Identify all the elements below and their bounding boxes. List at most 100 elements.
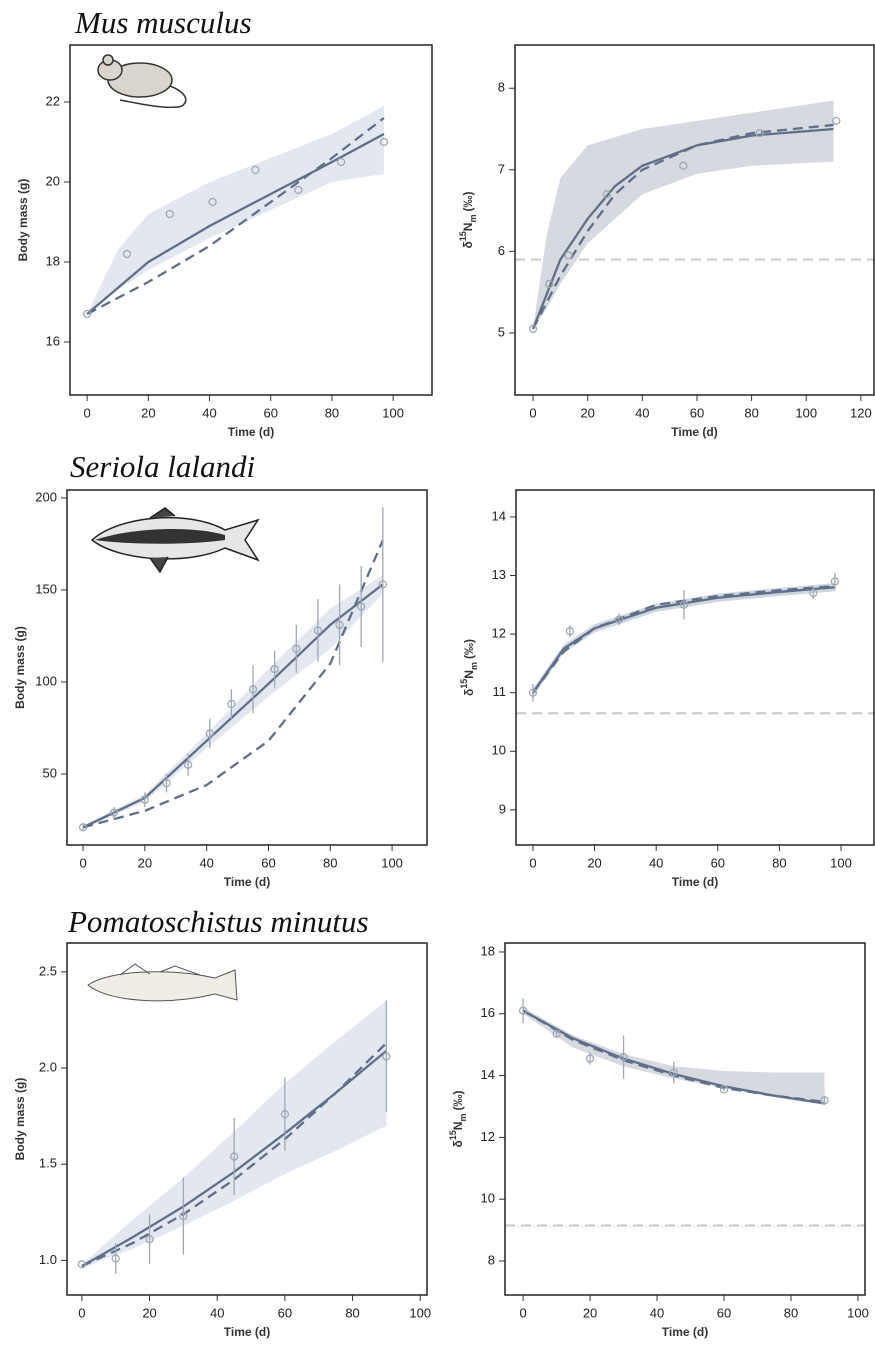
- x-tick-label: 20: [138, 855, 152, 870]
- plot-area: [505, 998, 865, 1227]
- data-point: [336, 157, 346, 167]
- panel: Pomatoschistus minutus 0 20 40 60 80 100 1.0 1.5…: [13, 904, 431, 1339]
- data-point: [679, 600, 689, 609]
- confidence-band: [523, 1007, 825, 1105]
- x-axis-label: Time (d): [672, 875, 718, 889]
- dashed-line: [81, 1042, 388, 1268]
- panel: Seriola lalandi 0 20 40 60 80 100 50 100 150 200 Ti…: [13, 449, 428, 889]
- plot-area: [82, 106, 389, 319]
- data-point: [518, 1006, 528, 1015]
- x-tick-label: 0: [529, 405, 536, 420]
- data-point: [179, 1211, 188, 1221]
- y-tick-label: 18: [46, 253, 60, 268]
- data-point: [162, 779, 171, 788]
- y-tick-label: 5: [498, 324, 505, 339]
- data-point: [564, 251, 573, 260]
- y-tick-label: 200: [35, 489, 57, 504]
- data-point: [208, 197, 217, 207]
- data-point: [832, 116, 841, 126]
- y-axis-label-part: δ: [462, 689, 476, 696]
- data-point: [619, 1052, 628, 1062]
- data-point: [585, 1054, 595, 1063]
- x-tick-label: 60: [690, 405, 704, 420]
- data-point: [109, 808, 119, 817]
- x-tick-label: 100: [795, 405, 817, 420]
- panel: 0 20 40 60 80 100 120 5 6 7 8 Time (d) δ15Nm (‰): [458, 44, 875, 439]
- data-point: [270, 664, 279, 674]
- y-tick-label: 2.0: [39, 1059, 57, 1074]
- x-tick-label: 20: [142, 1305, 156, 1320]
- x-tick-label: 20: [580, 405, 594, 420]
- dashed-line: [86, 117, 385, 316]
- y-axis-label: Body mass (g): [16, 179, 30, 262]
- x-tick-label: 60: [278, 1305, 292, 1320]
- x-axis-label: Time (d): [671, 425, 717, 439]
- x-tick-label: 80: [772, 855, 786, 870]
- data-point: [82, 309, 92, 319]
- data-point: [528, 324, 538, 334]
- data-point: [528, 688, 538, 697]
- y-tick-label: 18: [481, 943, 495, 958]
- y-axis-label-part: 15: [458, 231, 468, 241]
- y-axis-label-part: (‰): [461, 192, 475, 212]
- confidence-band: [83, 575, 383, 830]
- y-tick-label: 16: [46, 333, 60, 348]
- plot-frame: [69, 44, 433, 396]
- data-point: [183, 760, 193, 769]
- x-tick-label: 100: [830, 855, 852, 870]
- chart-title: Pomatoschistus minutus: [67, 904, 369, 939]
- y-axis-label: Body mass (g): [13, 1078, 27, 1161]
- x-tick-label: 100: [847, 1305, 869, 1320]
- panel: Mus musculus 0 20 40 60 80 100 16 18 20 22 Time (d)…: [16, 5, 433, 439]
- x-axis-label: Time (d): [224, 1325, 270, 1339]
- data-point: [545, 279, 554, 289]
- fit-line: [531, 127, 834, 330]
- fit-line: [86, 132, 385, 315]
- x-tick-label: 40: [635, 405, 649, 420]
- data-point: [294, 185, 303, 195]
- y-axis-label-part: δ: [461, 241, 475, 248]
- data-point: [615, 615, 624, 624]
- y-tick-label: 11: [493, 684, 507, 699]
- dashed-line: [532, 584, 835, 694]
- x-tick-label: 40: [210, 1305, 224, 1320]
- data-point: [378, 580, 387, 589]
- data-point: [248, 685, 258, 694]
- data-point: [122, 249, 132, 259]
- plot-area: [516, 572, 874, 715]
- x-tick-label: 40: [650, 1305, 664, 1320]
- x-tick-label: 100: [409, 1305, 431, 1320]
- x-tick-label: 100: [382, 405, 404, 420]
- data-point: [552, 1029, 561, 1039]
- x-tick-label: 20: [141, 405, 155, 420]
- y-axis-label-part: N: [461, 223, 475, 232]
- data-point: [165, 209, 174, 219]
- y-tick-label: 12: [481, 1129, 495, 1144]
- y-tick-label: 14: [481, 1067, 495, 1082]
- data-point: [379, 137, 389, 147]
- y-tick-label: 2.5: [39, 963, 57, 978]
- x-tick-label: 40: [649, 855, 663, 870]
- y-axis-label-part: 15: [448, 1130, 458, 1140]
- y-axis-label-part: (‰): [462, 639, 476, 659]
- x-tick-label: 20: [587, 855, 601, 870]
- data-point: [719, 1085, 729, 1094]
- x-axis-label: Time (d): [224, 875, 270, 889]
- y-tick-label: 150: [35, 581, 57, 596]
- y-tick-label: 20: [46, 173, 60, 188]
- data-point: [755, 128, 764, 138]
- y-tick-label: 13: [492, 567, 506, 582]
- x-tick-label: 60: [717, 1305, 731, 1320]
- data-point: [78, 823, 88, 832]
- x-tick-label: 120: [850, 405, 872, 420]
- fish-icon: [90, 507, 260, 574]
- x-tick-label: 60: [711, 855, 725, 870]
- y-axis-label-part: 15: [459, 679, 469, 689]
- data-point: [679, 161, 688, 170]
- data-point: [830, 577, 840, 586]
- y-axis-label-part: m: [469, 662, 479, 670]
- confidence-band: [533, 100, 834, 329]
- y-tick-label: 9: [499, 801, 506, 816]
